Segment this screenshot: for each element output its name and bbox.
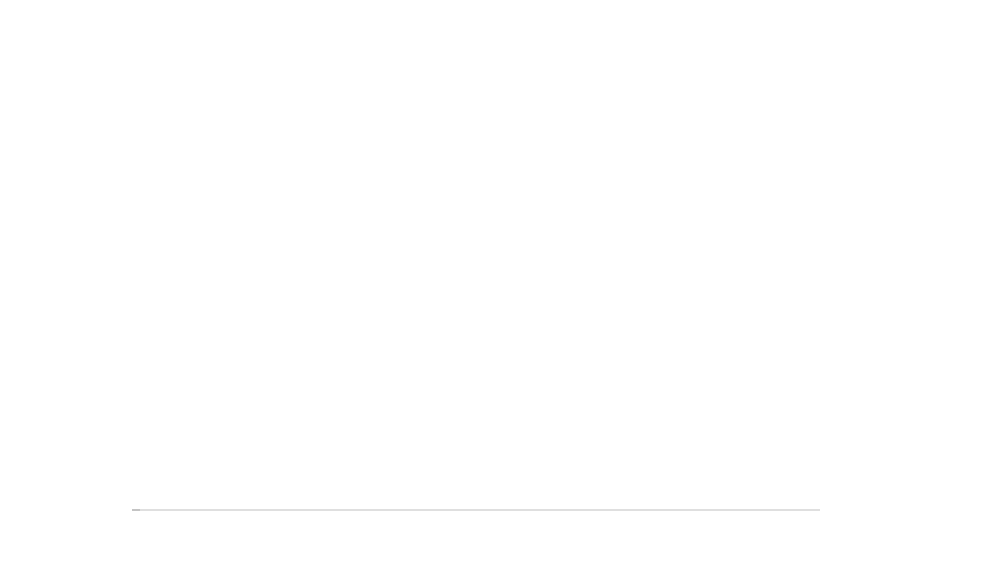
chart-bg: [0, 0, 1000, 579]
release-chart: [0, 0, 1000, 579]
